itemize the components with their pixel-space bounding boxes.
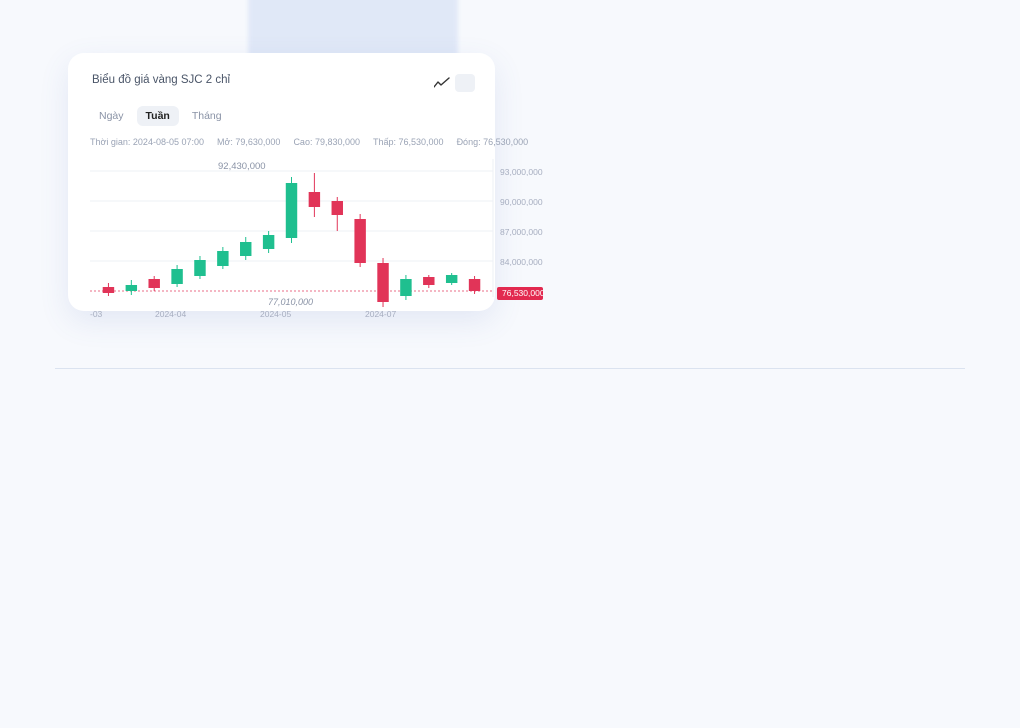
svg-text:93,000,000: 93,000,000 xyxy=(500,167,543,177)
svg-text:2024-05: 2024-05 xyxy=(260,309,291,319)
svg-text:77,010,000: 77,010,000 xyxy=(268,297,313,307)
svg-text:87,000,000: 87,000,000 xyxy=(500,227,543,237)
svg-text:-03: -03 xyxy=(90,309,103,319)
svg-text:2024-04: 2024-04 xyxy=(155,309,186,319)
svg-text:84,000,000: 84,000,000 xyxy=(500,257,543,267)
svg-text:76,530,000: 76,530,000 xyxy=(502,288,543,298)
svg-text:2024-07: 2024-07 xyxy=(365,309,396,319)
svg-text:90,000,000: 90,000,000 xyxy=(500,197,543,207)
svg-text:92,430,000: 92,430,000 xyxy=(218,161,266,172)
